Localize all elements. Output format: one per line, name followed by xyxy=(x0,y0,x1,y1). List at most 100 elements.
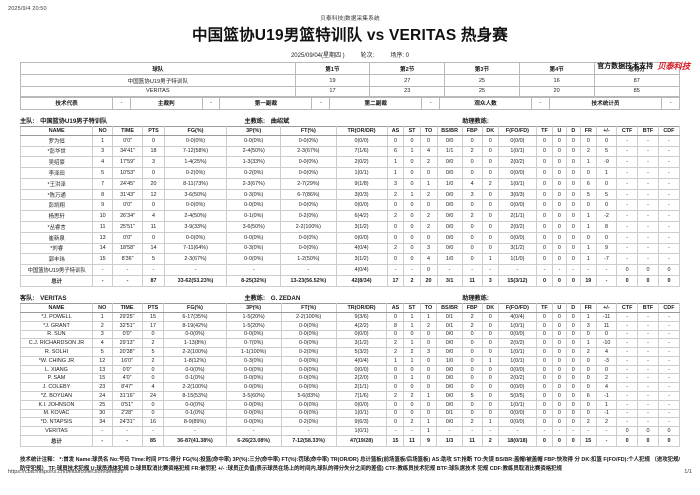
box-cell-as: - xyxy=(386,264,405,276)
box-header-cell: PTS xyxy=(142,126,165,136)
box-cell-cdf: - xyxy=(657,391,681,401)
box-cell-st: 0 xyxy=(403,134,421,147)
quarter-score-cell: 16 xyxy=(518,74,595,87)
box-cell-u: 0 xyxy=(551,347,567,357)
box-cell-pts: 20 xyxy=(142,177,165,190)
box-cell-d: 0 xyxy=(565,391,581,401)
box-cell-f: 2(0/2) xyxy=(497,373,537,384)
box-cell-dk: 3 xyxy=(481,274,499,287)
box-cell-bs: 0/0 xyxy=(436,156,463,169)
box-cell-btf: - xyxy=(637,355,659,366)
box-cell-st: 11 xyxy=(403,434,421,447)
box-cell-name: 杨思轩 xyxy=(19,210,94,223)
box-cell-no: 9 xyxy=(92,199,113,212)
box-cell-btf: - xyxy=(637,210,659,223)
player-row: J. COLEBY 23 8'47" 4 2-2(100%) 0-0(0%) 0-0(0%)… xyxy=(20,382,681,393)
box-cell-ft: 0-0(0%) xyxy=(280,373,337,384)
box-cell-no: 4 xyxy=(91,338,113,349)
box-cell-no: 15 xyxy=(92,253,113,266)
box-cell-to: 0 xyxy=(419,338,438,349)
box-cell-st: 0 xyxy=(403,253,421,266)
box-cell-st: 1 xyxy=(403,338,421,349)
box-cell-cdf: - xyxy=(657,177,681,190)
home-header-row: NAME NO TIME PTS FG(%) 3P(%) FT(%) TR(OR/DR) AS S… xyxy=(19,126,681,136)
box-cell-p3: 0-0(0%) xyxy=(226,253,282,266)
box-header-cell: FBP xyxy=(461,303,483,313)
box-cell-time: 0'51" xyxy=(111,399,143,410)
box-cell-ctf: - xyxy=(616,391,639,401)
box-cell-dk: 0 xyxy=(481,199,499,212)
box-cell-pts: 0 xyxy=(142,199,165,212)
away-team-bar: 客队: VERITAS 主教练: G. ZEDAN 助理教练: xyxy=(20,293,680,304)
box-cell-no: 34 xyxy=(91,417,113,428)
box-header-cell: D xyxy=(565,126,581,136)
player-row: 郭丰玮 15 8'36" 5 2-3(67%) 0-0(0%) 1-2(50%) 3(1/2)… xyxy=(19,253,681,266)
box-cell-pts: 4 xyxy=(142,210,165,223)
box-cell-tf: 0 xyxy=(535,355,553,366)
box-cell-fr: 0 xyxy=(579,329,597,340)
box-cell-btf: 0 xyxy=(637,274,659,287)
box-cell-as: 3 xyxy=(386,177,405,190)
box-cell-tr: 9(3/6) xyxy=(335,312,388,322)
box-cell-fg: 8-9(89%) xyxy=(163,417,227,428)
box-cell-d: 0 xyxy=(565,364,581,375)
box-cell-fr: 19 xyxy=(579,274,597,287)
box-cell-ft: 0-2(0%) xyxy=(280,347,337,357)
box-header-cell: PTS xyxy=(141,303,165,313)
box-cell-u: 0 xyxy=(551,329,567,340)
box-cell-time: 31'43" xyxy=(111,188,144,201)
box-cell-cdf: - xyxy=(657,320,681,331)
box-cell-st: 0 xyxy=(403,242,421,255)
box-cell-dk: 0 xyxy=(481,221,499,233)
box-header-cell: BS/BR xyxy=(436,303,463,313)
box-cell-d: 0 xyxy=(565,347,581,357)
box-cell-fbp: 0 xyxy=(461,347,483,357)
box-cell-dk: - xyxy=(481,264,499,276)
box-cell-time: 17'59" xyxy=(111,156,144,169)
box-cell-tf: 0 xyxy=(535,134,553,147)
box-cell-cdf: 0 xyxy=(657,264,681,276)
box-cell-time: 0'0" xyxy=(111,329,143,340)
box-cell-ctf: - xyxy=(616,373,639,384)
box-cell-as: 2 xyxy=(386,347,405,357)
box-cell-no: - xyxy=(91,434,113,447)
box-cell-st: 0 xyxy=(403,382,421,393)
box-cell-ctf: - xyxy=(616,399,639,410)
box-cell-pts: 0 xyxy=(141,364,165,375)
box-cell-bs: 0/0 xyxy=(436,364,463,375)
box-cell-as: 0 xyxy=(386,408,405,419)
box-cell-fg: 2-2(100%) xyxy=(163,347,227,357)
box-cell-dk: 0 xyxy=(481,364,499,375)
box-cell-fbp: 0 xyxy=(461,221,483,233)
box-cell-name: *J. POWELL xyxy=(20,312,93,322)
player-row: *刘睿 14 18'58" 14 7-11(64%) 0-3(0%) 0-0(0%) 4(0/… xyxy=(19,242,681,255)
box-cell-pts: 11 xyxy=(142,221,165,233)
box-header-cell: BS/BR xyxy=(436,126,463,136)
box-cell-cdf: - xyxy=(657,347,681,357)
box-cell-time: 2'28" xyxy=(111,408,143,419)
box-cell-d: 0 xyxy=(565,242,581,255)
box-cell-as: 0 xyxy=(386,134,405,147)
box-cell-bs: 0/0 xyxy=(436,134,463,147)
box-cell-tf: 0 xyxy=(535,417,553,428)
box-cell-to: 0 xyxy=(419,373,438,384)
box-header-cell: TO xyxy=(419,303,438,313)
box-cell-as: 2 xyxy=(386,188,405,201)
box-cell-p3: 2-4(50%) xyxy=(226,145,282,158)
box-cell-tf: 0 xyxy=(535,373,553,384)
box-cell-tf: 0 xyxy=(535,231,553,244)
box-cell-u: 0 xyxy=(551,167,567,179)
box-header-cell: TIME xyxy=(111,303,143,313)
box-cell-ft: - xyxy=(280,426,337,436)
box-cell-fg: 1-4(25%) xyxy=(163,156,228,169)
box-cell-ft: - xyxy=(280,264,337,276)
box-cell-dk: 0 xyxy=(481,347,499,357)
box-cell-name: P. SAM xyxy=(20,373,93,384)
box-cell-fg: 0-0(0%) xyxy=(163,329,227,340)
box-cell-tr: 1(0/1) xyxy=(335,426,388,436)
box-header-cell: F(FO/FD) xyxy=(497,303,537,313)
player-row: L. XIANG 13 0'0" 0 0-0(0%) 0-0(0%) 0-0(0%) 0(0/… xyxy=(20,364,681,375)
box-cell-name: 吴绍豪 xyxy=(19,156,94,169)
player-row: 罗为恒 1 0'0" 0 0-0(0%) 0-0(0%) 0-0(0%) 0(0/0) 0 0 0 0… xyxy=(19,134,681,147)
box-cell-tr: 7(1/6) xyxy=(335,145,388,158)
